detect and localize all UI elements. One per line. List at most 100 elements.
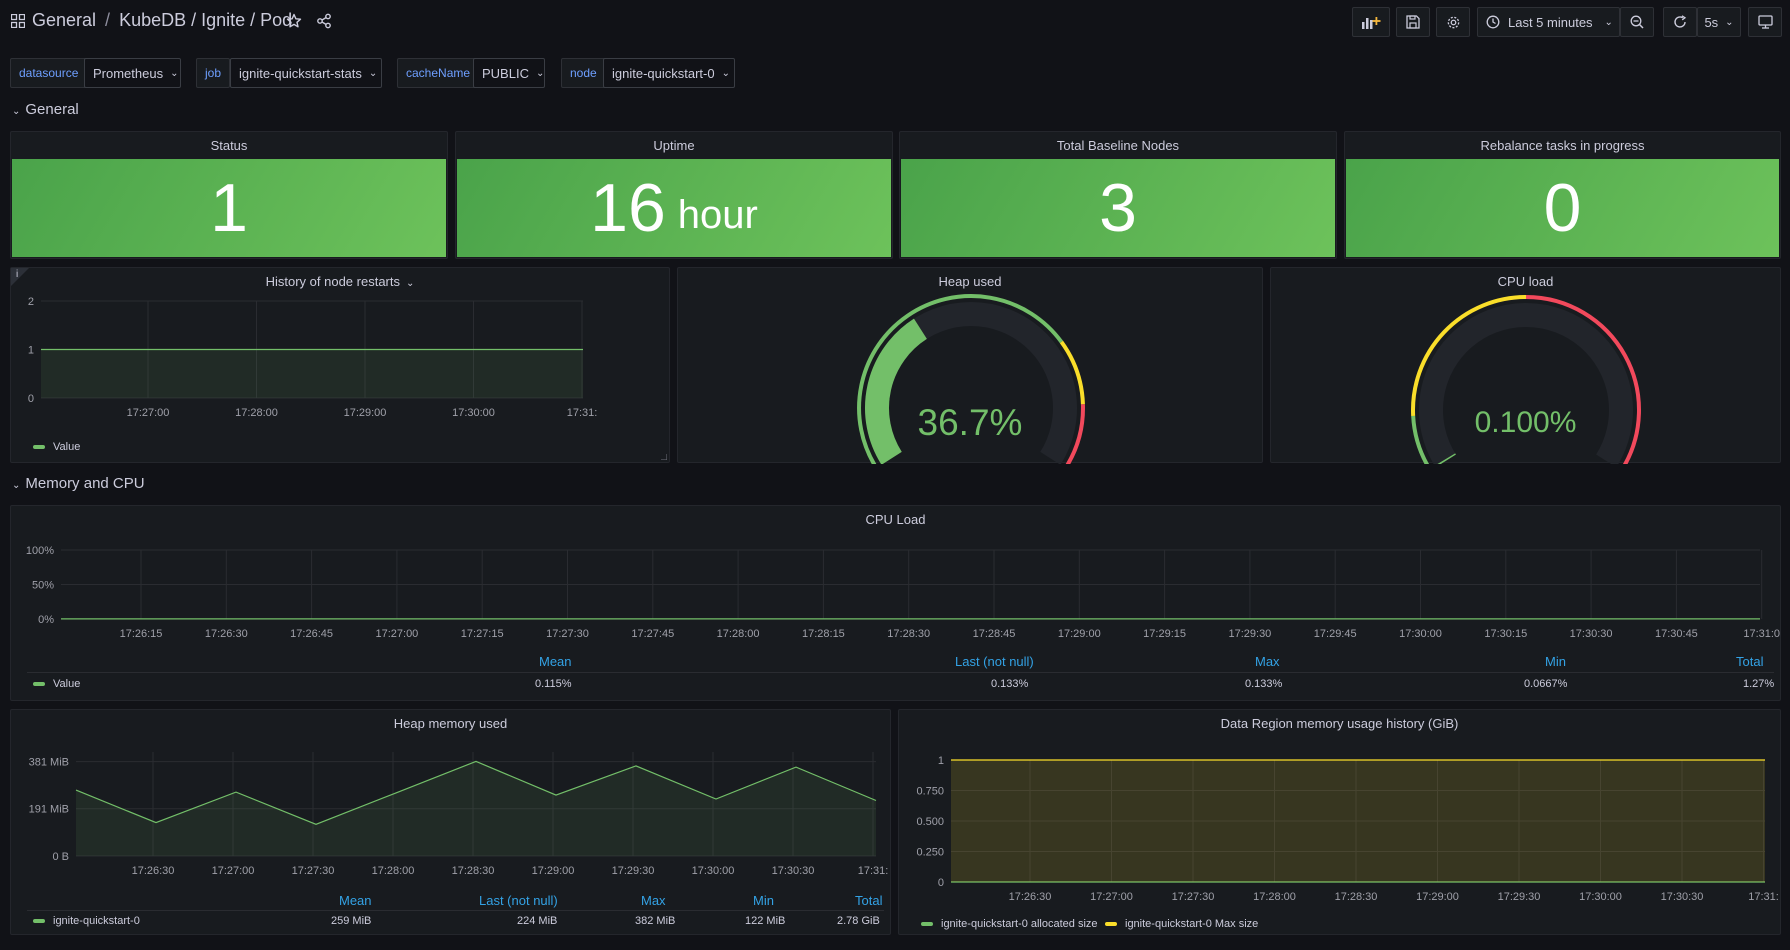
x-tick-label: 17:27:00 — [375, 628, 418, 640]
legend-divider — [27, 910, 884, 911]
variable-value: ignite-quickstart-stats — [239, 65, 362, 81]
panel-status[interactable]: Status 1 — [10, 131, 448, 259]
dashboard-title[interactable]: KubeDB / Ignite / Pod — [119, 10, 293, 30]
x-tick-label: 17:26:45 — [290, 628, 333, 640]
save-icon — [1406, 15, 1420, 29]
y-tick-label: 0 — [938, 877, 944, 889]
x-tick-label: 17:28:00 — [717, 628, 760, 640]
series-area — [76, 761, 876, 856]
legend-divider — [27, 672, 1774, 673]
legend-item[interactable]: ignite-quickstart-0 Max size — [1105, 918, 1258, 930]
refresh-icon — [1674, 15, 1687, 28]
legend-item[interactable]: ignite-quickstart-0 — [33, 915, 140, 927]
node-restarts-chart[interactable]: 0 1 2 17:27:00 17:28:00 17:29:00 17:30:00 17:31… — [11, 288, 671, 438]
legend-header-min[interactable]: Min — [753, 893, 774, 908]
gauge-threshold-band — [1065, 404, 1085, 464]
legend-item[interactable]: ignite-quickstart-0 allocated size — [921, 918, 1098, 930]
legend-swatch — [33, 445, 45, 450]
legend-header-total[interactable]: Total — [1736, 654, 1764, 669]
refresh-interval-picker[interactable]: 5s ⌄ — [1697, 7, 1741, 37]
refresh-button[interactable] — [1663, 7, 1697, 37]
add-panel-button[interactable] — [1352, 7, 1390, 37]
star-icon[interactable] — [286, 13, 302, 29]
x-tick-label: 17:30:15 — [1484, 628, 1527, 640]
gauge-value: 0.100% — [1474, 406, 1577, 439]
monitor-icon — [1757, 15, 1773, 29]
x-tick-label: 17:31: — [858, 865, 889, 877]
breadcrumb-folder[interactable]: General — [32, 10, 97, 30]
x-tick-label: 17:30:30 — [1570, 628, 1613, 640]
variable-select-job[interactable]: ignite-quickstart-stats ⌄ — [230, 58, 382, 88]
data-region-chart[interactable]: 0 0.250 0.500 0.750 1 17:26:30 17:27:00 17:27:3… — [899, 732, 1782, 912]
panel-info-corner[interactable] — [11, 268, 29, 286]
legend-header-mean[interactable]: Mean — [339, 893, 372, 908]
x-tick-label: 17:29:30 — [1228, 628, 1271, 640]
stat-value: 0 — [1543, 170, 1582, 246]
variable-value: PUBLIC — [482, 65, 529, 81]
legend-header-min[interactable]: Min — [1545, 654, 1566, 669]
y-tick-label: 0.250 — [916, 847, 944, 859]
legend-header-total[interactable]: Total — [855, 893, 883, 908]
panel-rebalance-tasks[interactable]: Rebalance tasks in progress 0 — [1344, 131, 1781, 259]
panel-heap-used[interactable]: Heap used 36.7% — [677, 267, 1263, 464]
stat-value-box: 3 — [901, 159, 1335, 257]
x-tick-label: 17:28:00 — [372, 865, 415, 877]
legend-header-max[interactable]: Max — [1255, 654, 1280, 669]
legend-header-last[interactable]: Last (not null) — [955, 654, 1034, 669]
legend-header-mean[interactable]: Mean — [539, 654, 572, 669]
panel-total-baseline-nodes[interactable]: Total Baseline Nodes 3 — [899, 131, 1337, 259]
stat-value: 16 — [590, 170, 666, 246]
variable-select-node[interactable]: ignite-quickstart-0 ⌄ — [603, 58, 735, 88]
x-tick-label: 17:26:30 — [205, 628, 248, 640]
save-dashboard-button[interactable] — [1396, 7, 1430, 37]
cpu-load-chart[interactable]: 0% 50% 100% 17:26:15 17:26:30 17:26:45 17:27:0… — [11, 528, 1782, 653]
panel-uptime[interactable]: Uptime 16 hour — [455, 131, 893, 259]
share-icon[interactable] — [316, 13, 332, 29]
legend-header-max[interactable]: Max — [641, 893, 666, 908]
gauge-threshold-band — [1411, 415, 1430, 464]
zoom-out-button[interactable] — [1620, 7, 1654, 37]
y-tick-label: 191 MiB — [29, 804, 69, 816]
legend-item[interactable]: Value — [33, 441, 80, 453]
resize-handle-icon[interactable] — [661, 454, 667, 460]
panel-node-restarts[interactable]: i History of node restarts ⌄ 0 1 2 17:27:00 1… — [10, 267, 670, 463]
legend-swatch — [1105, 922, 1117, 927]
breadcrumb-separator: / — [105, 10, 111, 30]
panel-cpu-load-gauge[interactable]: CPU load 0.100% — [1270, 267, 1781, 464]
legend-item[interactable]: Value — [33, 678, 80, 690]
panel-title: Heap used — [938, 274, 1002, 289]
legend-swatch — [33, 682, 45, 687]
panel-title[interactable]: History of node restarts ⌄ — [11, 274, 669, 289]
gauge-value-arc — [865, 318, 928, 464]
x-tick-label: 17:30:45 — [1655, 628, 1698, 640]
chevron-down-icon: ⌄ — [406, 278, 415, 289]
gauge-value-arc — [1437, 453, 1456, 464]
info-icon[interactable]: i — [16, 269, 19, 280]
series-area — [41, 349, 583, 398]
variable-label-job: job — [196, 58, 231, 88]
y-tick-label: 381 MiB — [29, 757, 69, 769]
dashboard-settings-button[interactable] — [1436, 7, 1470, 37]
legend-value-max: 382 MiB — [635, 915, 676, 927]
variable-select-cachename[interactable]: PUBLIC ⌄ — [473, 58, 545, 88]
time-range-picker[interactable]: Last 5 minutes ⌄ — [1477, 7, 1620, 37]
panel-data-region-memory[interactable]: Data Region memory usage history (GiB) 0… — [898, 709, 1781, 935]
heap-memory-chart[interactable]: 0 B 191 MiB 381 MiB 17:26:30 17:27:00 17:27:3… — [11, 732, 892, 892]
panel-title: Status — [210, 138, 248, 153]
gauge-track — [1419, 303, 1633, 464]
variable-label-datasource: datasource — [10, 58, 88, 88]
variable-select-datasource[interactable]: Prometheus ⌄ — [84, 58, 181, 88]
tv-mode-button[interactable] — [1748, 7, 1782, 37]
dashboards-grid-icon[interactable] — [11, 14, 25, 28]
x-tick-label: 17:30:00 — [1579, 891, 1622, 903]
legend-value-total: 2.78 GiB — [837, 915, 880, 927]
series-area — [951, 760, 1765, 882]
y-tick-label: 0% — [38, 614, 54, 626]
y-tick-label: 0 B — [52, 851, 69, 863]
row-memory-and-cpu[interactable]: ⌄ Memory and CPU — [12, 475, 145, 492]
panel-heap-memory-used[interactable]: Heap memory used 0 B 191 MiB 381 MiB 17:26:… — [10, 709, 891, 935]
row-general[interactable]: ⌄ General — [12, 101, 79, 118]
x-tick-label: 17:27:30 — [292, 865, 335, 877]
legend-header-last[interactable]: Last (not null) — [479, 893, 558, 908]
panel-cpu-load[interactable]: CPU Load 0% 50% 100% 17:26:15 17:26:30 17:26:… — [10, 505, 1781, 701]
